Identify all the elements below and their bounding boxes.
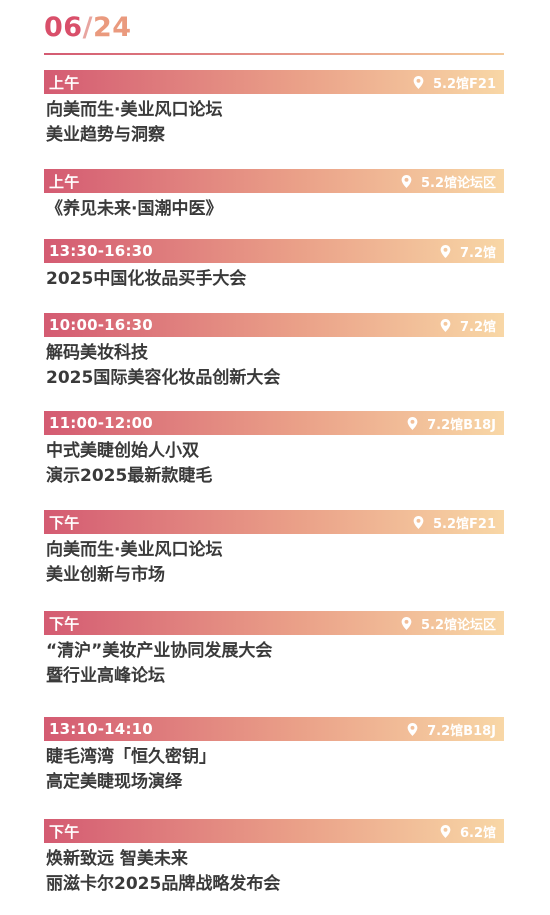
event-item: 下午 5.2馆F21 向美而生·美业风口论坛 美业创新与市场	[44, 510, 504, 588]
date-month: 06	[44, 12, 83, 43]
event-time: 下午	[49, 822, 80, 841]
map-pin-icon	[401, 616, 412, 630]
event-location: 6.2馆	[439, 822, 496, 841]
event-title-line-2: 美业创新与市场	[46, 565, 165, 585]
event-location-text: 7.2馆	[459, 319, 496, 335]
event-time: 下午	[49, 614, 80, 633]
event-title-line-1: 焕新致远 智美未来	[46, 849, 188, 869]
event-location-text: 5.2馆F21	[432, 516, 496, 532]
event-time: 11:00-12:00	[49, 414, 153, 432]
event-title-line-1: 中式美睫创始人小双	[46, 441, 199, 461]
event-location-text: 5.2馆F21	[432, 76, 496, 92]
event-title-line-1: 解码美妆科技	[46, 343, 148, 363]
event-location: 7.2馆B18J	[406, 414, 496, 433]
event-item: 13:10-14:10 7.2馆B18J 睫毛湾湾「恒久密钥」 高定美睫现场演绎	[44, 717, 504, 795]
event-location: 7.2馆B18J	[406, 720, 496, 739]
event-title-line-2: 丽滋卡尔2025品牌战略发布会	[46, 874, 281, 894]
event-title-line-1: 睫毛湾湾「恒久密钥」	[46, 747, 216, 767]
map-pin-icon	[407, 722, 418, 736]
event-bar: 10:00-16:30 7.2馆	[44, 313, 504, 337]
event-location-text: 7.2馆	[459, 245, 496, 261]
event-item: 下午 6.2馆 焕新致远 智美未来 丽滋卡尔2025品牌战略发布会	[44, 819, 504, 897]
map-pin-icon	[401, 174, 412, 188]
event-title-line-2: 演示2025最新款睫毛	[46, 466, 213, 486]
event-location: 5.2馆论坛区	[400, 614, 496, 633]
event-bar: 下午 5.2馆F21	[44, 510, 504, 534]
event-title-line-1: 2025中国化妆品买手大会	[46, 269, 247, 289]
event-time: 10:00-16:30	[49, 316, 153, 334]
event-item: 上午 5.2馆F21 向美而生·美业风口论坛 美业趋势与洞察	[44, 70, 504, 148]
event-title-line-1: “清沪”美妆产业协同发展大会	[46, 641, 273, 661]
event-time: 13:10-14:10	[49, 720, 153, 738]
event-bar: 下午 6.2馆	[44, 819, 504, 843]
map-pin-icon	[413, 515, 424, 529]
event-title-line-1: 《养见未来·国潮中医》	[46, 199, 223, 219]
event-location-text: 7.2馆B18J	[427, 417, 496, 433]
event-location: 5.2馆论坛区	[400, 172, 496, 191]
date-divider	[44, 53, 504, 55]
map-pin-icon	[440, 244, 451, 258]
event-location-text: 5.2馆论坛区	[420, 175, 496, 191]
event-location: 7.2馆	[439, 242, 496, 261]
map-pin-icon	[407, 416, 418, 430]
event-bar: 下午 5.2馆论坛区	[44, 611, 504, 635]
event-location: 7.2馆	[439, 316, 496, 335]
date-day: 24	[92, 12, 132, 43]
event-location: 5.2馆F21	[412, 513, 496, 532]
event-time: 上午	[49, 172, 80, 191]
event-bar: 11:00-12:00 7.2馆B18J	[44, 411, 504, 435]
event-item: 上午 5.2馆论坛区 《养见未来·国潮中医》	[44, 169, 504, 222]
map-pin-icon	[413, 75, 424, 89]
event-title-line-2: 高定美睫现场演绎	[46, 772, 182, 792]
event-title-line-2: 暨行业高峰论坛	[46, 666, 165, 686]
event-title-line-1: 向美而生·美业风口论坛	[46, 100, 223, 120]
event-bar: 上午 5.2馆F21	[44, 70, 504, 94]
event-item: 11:00-12:00 7.2馆B18J 中式美睫创始人小双 演示2025最新款…	[44, 411, 504, 489]
event-bar: 上午 5.2馆论坛区	[44, 169, 504, 193]
event-bar: 13:10-14:10 7.2馆B18J	[44, 717, 504, 741]
event-time: 上午	[49, 73, 80, 92]
event-bar: 13:30-16:30 7.2馆	[44, 239, 504, 263]
event-location-text: 7.2馆B18J	[427, 723, 496, 739]
event-location-text: 6.2馆	[459, 825, 496, 841]
event-title-line-2: 美业趋势与洞察	[46, 125, 165, 145]
event-time: 13:30-16:30	[49, 242, 153, 260]
date-header: 06/24	[44, 12, 132, 43]
event-title-line-2: 2025国际美容化妆品创新大会	[46, 368, 281, 388]
event-title-line-1: 向美而生·美业风口论坛	[46, 540, 223, 560]
date-separator: /	[82, 12, 93, 43]
map-pin-icon	[440, 824, 451, 838]
event-location: 5.2馆F21	[412, 73, 496, 92]
map-pin-icon	[440, 318, 451, 332]
event-item: 下午 5.2馆论坛区 “清沪”美妆产业协同发展大会 暨行业高峰论坛	[44, 611, 504, 689]
event-time: 下午	[49, 513, 80, 532]
event-location-text: 5.2馆论坛区	[420, 617, 496, 633]
event-item: 13:30-16:30 7.2馆 2025中国化妆品买手大会	[44, 239, 504, 292]
event-item: 10:00-16:30 7.2馆 解码美妆科技 2025国际美容化妆品创新大会	[44, 313, 504, 391]
